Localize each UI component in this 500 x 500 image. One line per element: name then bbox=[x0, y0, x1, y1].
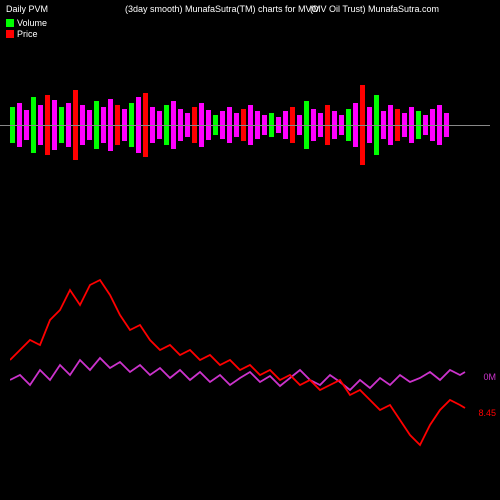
line-chart-svg bbox=[10, 250, 470, 480]
legend-swatch-volume bbox=[6, 19, 14, 27]
legend: Volume Price bbox=[6, 18, 47, 40]
header-center-label: (3day smooth) MunafaSutra(TM) charts for… bbox=[125, 4, 319, 14]
price-volume-line-chart bbox=[10, 250, 490, 480]
legend-item-volume: Volume bbox=[6, 18, 47, 28]
volume-baseline bbox=[0, 125, 490, 126]
volume-line bbox=[10, 358, 465, 390]
legend-label-price: Price bbox=[17, 29, 38, 39]
legend-label-volume: Volume bbox=[17, 18, 47, 28]
legend-swatch-price bbox=[6, 30, 14, 38]
header-left-label: Daily PVM bbox=[6, 4, 48, 14]
axis-label-volume-end: 0M bbox=[483, 372, 496, 382]
header-right-label: (MV Oil Trust) MunafaSutra.com bbox=[310, 4, 439, 14]
axis-label-price-end: 8.45 bbox=[478, 408, 496, 418]
legend-item-price: Price bbox=[6, 29, 47, 39]
chart-header: Daily PVM (3day smooth) MunafaSutra(TM) … bbox=[0, 4, 500, 24]
